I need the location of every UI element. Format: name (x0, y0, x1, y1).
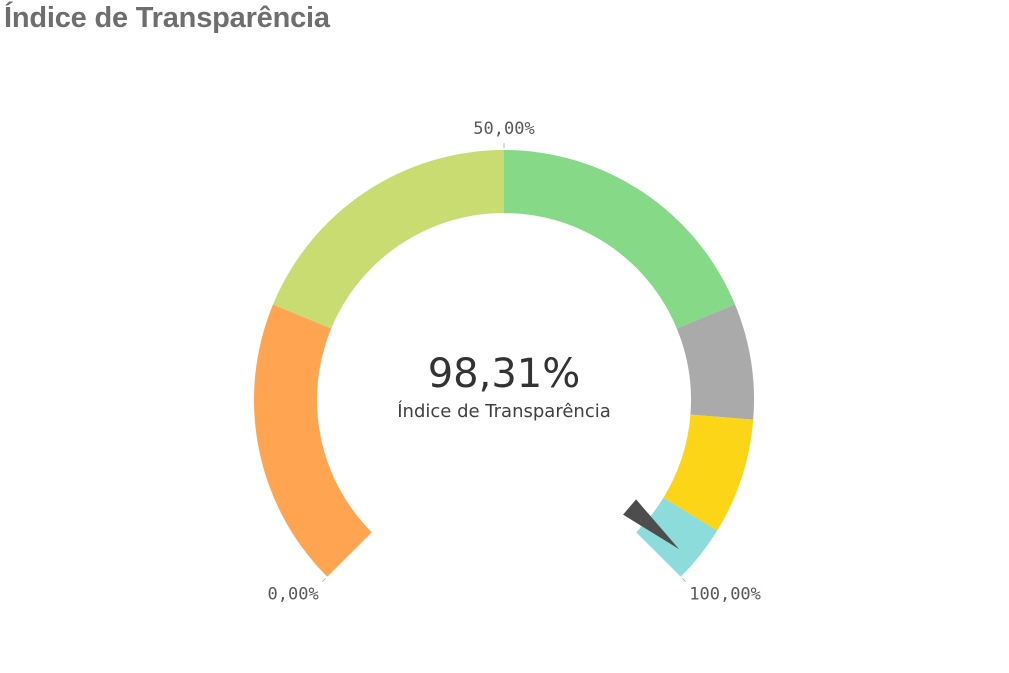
gauge-segments (254, 149, 754, 577)
gauge-segment-3 (504, 150, 735, 329)
gauge-segment-6 (636, 497, 718, 577)
gauge-segment-5 (663, 414, 754, 531)
gauge-tick-mark (681, 577, 687, 583)
gauge-tick-label: 50,00% (473, 119, 534, 139)
kpi-measure-label: Índice de Transparência (397, 400, 611, 422)
page-title: Índice de Transparência (4, 2, 330, 34)
gauge-needle (623, 499, 680, 550)
gauge-ticks: 0,00% 50,00% 100,00% (268, 119, 761, 604)
gauge-tick-label: 0,00% (268, 584, 319, 604)
gauge-segment-2 (273, 149, 504, 329)
gauge-segment-1 (254, 304, 372, 577)
gauge-segment-4 (676, 304, 754, 420)
gauge-tick-mark (321, 577, 327, 583)
gauge-tick-label: 100,00% (689, 584, 761, 604)
kpi-value: 98,31% (428, 351, 581, 397)
